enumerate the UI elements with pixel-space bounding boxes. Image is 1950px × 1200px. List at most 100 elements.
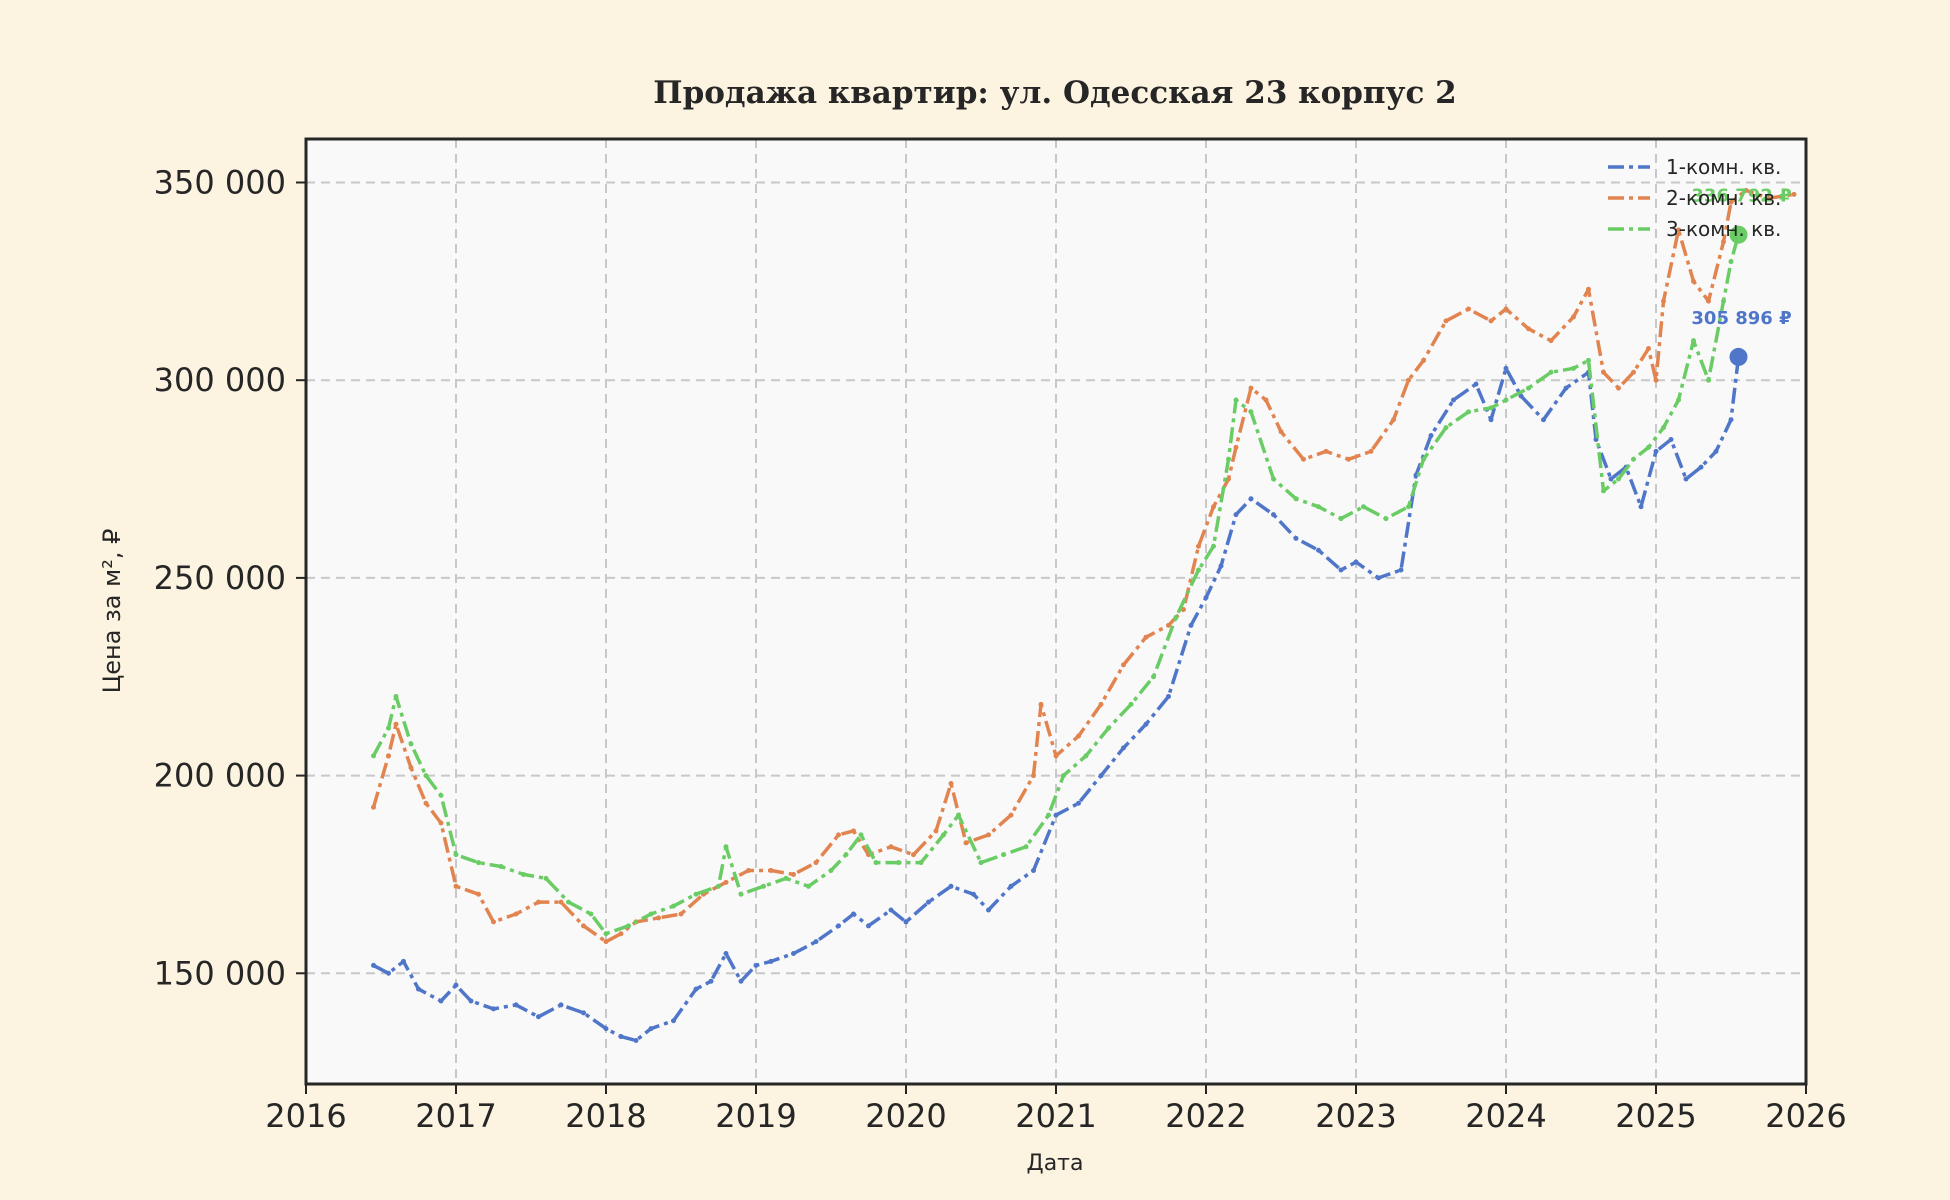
data-point [393,721,399,727]
x-tick-label: 2023 [1315,1097,1396,1135]
data-point [1053,812,1059,818]
data-point [1121,662,1126,668]
series-line-3 [371,234,1741,936]
data-point [1728,199,1734,205]
data-point [1233,397,1239,403]
data-point [1541,417,1546,423]
data-point [566,899,571,905]
data-point [708,978,714,984]
data-point [1728,417,1734,423]
data-point [1406,504,1411,510]
data-point [1023,844,1029,850]
data-point [1488,405,1494,411]
data-point [926,899,931,905]
end-value-marker [1729,347,1748,366]
data-point [1106,725,1111,731]
data-point [971,891,976,897]
chart-title: Продажа квартир: ул. Одесская 23 корпус … [653,75,1456,111]
data-point [491,919,496,925]
data-point [1766,195,1771,201]
data-point [1008,812,1014,818]
data-point [1661,298,1666,304]
data-point [476,860,481,866]
data-point [813,939,819,945]
data-point [1233,512,1239,518]
data-point [1196,543,1201,549]
data-point [581,923,586,929]
data-point [1601,369,1606,375]
data-point [1743,187,1749,193]
data-point [1721,298,1726,304]
data-point [603,939,609,945]
end-value-marker [1729,225,1748,244]
data-point [1211,543,1216,549]
data-point [1361,504,1366,510]
data-point [746,867,751,873]
data-point [438,998,444,1004]
x-tick-label: 2016 [265,1097,346,1135]
data-point [1661,425,1666,431]
data-point [1728,259,1734,265]
data-point [1473,381,1479,387]
data-point [791,871,796,877]
data-point [1173,614,1179,620]
data-point [1278,429,1284,435]
data-point [1346,456,1351,462]
data-point [618,1034,624,1040]
data-point [498,864,504,870]
data-point [1676,397,1681,403]
data-point [1683,476,1689,482]
data-point [1631,369,1636,375]
x-tick-label: 2020 [865,1097,946,1135]
data-point [1398,567,1404,573]
data-point [1383,516,1389,522]
data-point [978,860,984,866]
x-tick-label: 2019 [715,1097,796,1135]
y-tick-label: 300 000 [154,361,286,399]
data-point [1601,488,1606,494]
data-point [1226,476,1231,482]
data-point [828,867,834,873]
data-point [1031,773,1036,779]
data-point [453,883,459,889]
data-point [1526,326,1531,332]
data-point [1571,314,1576,320]
annotations: 305 896 ₽ 336 792 ₽ [1691,186,1792,366]
data-point [1233,444,1239,450]
data-point [1098,773,1104,779]
data-point [1226,456,1231,462]
data-point [543,875,549,881]
data-point [1391,417,1396,423]
data-point [813,860,819,866]
y-tick-label: 200 000 [154,757,286,795]
series-line-1 [372,356,1741,1043]
data-point [1428,433,1434,439]
data-point [933,828,939,834]
data-point [393,694,399,700]
y-axis-ticks: 150 000 200 000 250 000 300 000 350 000 [154,163,306,992]
data-point [1316,547,1321,553]
data-point [1421,357,1426,363]
data-point [1008,883,1014,889]
data-point [626,923,631,929]
data-point [1503,306,1509,312]
data-point [1031,867,1036,873]
x-tick-label: 2018 [565,1097,646,1135]
data-point [1698,464,1704,470]
data-point [806,883,811,889]
data-point [963,840,969,846]
data-point [603,931,609,937]
data-point [723,951,729,957]
data-point [1053,753,1059,759]
data-point [1151,674,1156,680]
data-point [648,1026,654,1032]
data-point [558,899,564,905]
data-point [768,958,774,964]
data-point [491,1006,496,1012]
data-point [716,883,721,889]
data-point [836,832,841,838]
data-point [843,852,849,858]
data-point [1421,456,1426,462]
data-point [1368,448,1374,454]
data-point [768,867,774,873]
